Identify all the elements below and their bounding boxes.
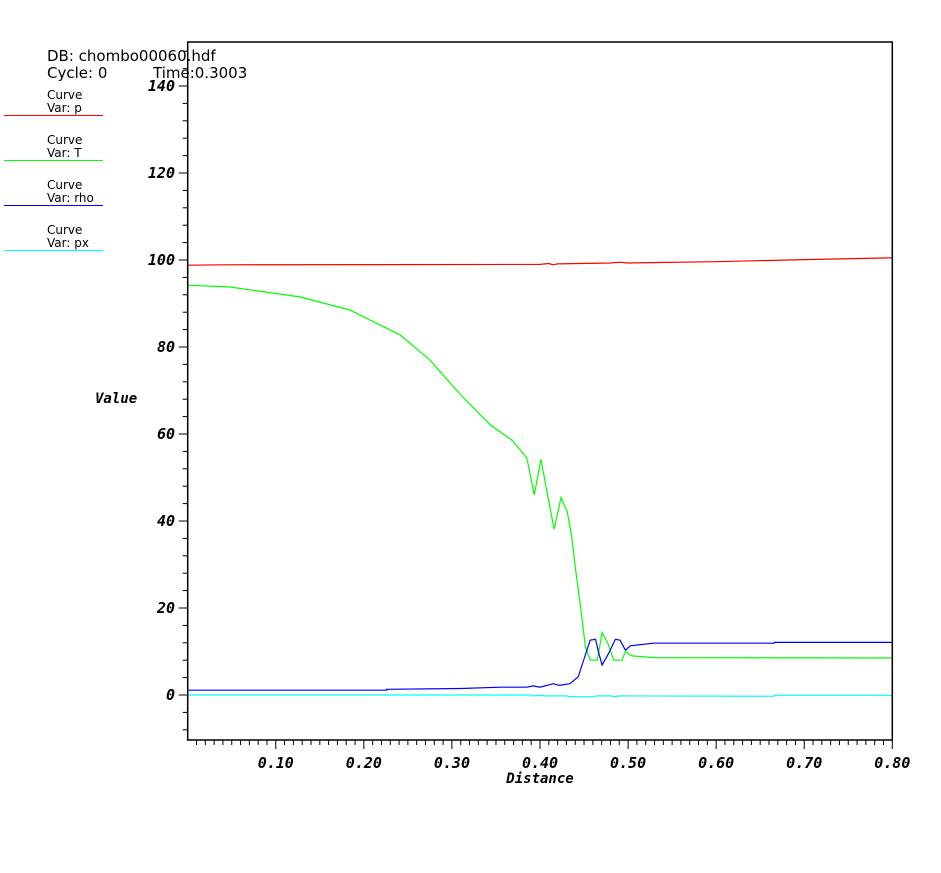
y-tick-label: 120 bbox=[148, 164, 175, 182]
legend-line bbox=[4, 160, 103, 161]
x-tick-label: 0.50 bbox=[610, 754, 646, 772]
y-tick-label: 80 bbox=[157, 338, 175, 356]
x-tick-label: 0.30 bbox=[434, 754, 470, 772]
series-line-rho bbox=[187, 638, 893, 691]
legend-var: Var: T bbox=[47, 146, 82, 160]
time-label: Time:0.3003 bbox=[153, 64, 248, 82]
cycle-label: Cycle: 0 bbox=[47, 64, 108, 82]
legend-title: Curve bbox=[47, 88, 83, 102]
legend-line bbox=[4, 250, 103, 251]
x-tick-label: 0.10 bbox=[258, 754, 294, 772]
series-line-px bbox=[187, 694, 893, 698]
series-line-p bbox=[187, 257, 893, 266]
plot-frame bbox=[186, 41, 894, 741]
db-label: DB: chombo00060.hdf bbox=[47, 47, 216, 65]
legend-title: Curve bbox=[47, 223, 83, 237]
x-tick-label: 0.60 bbox=[698, 754, 734, 772]
y-tick-label: 60 bbox=[157, 425, 175, 443]
legend-var: Var: px bbox=[47, 236, 89, 250]
legend-line bbox=[4, 115, 103, 116]
series-line-T bbox=[187, 284, 893, 661]
y-tick-label: 20 bbox=[156, 599, 175, 617]
x-tick-label: 0.40 bbox=[522, 754, 558, 772]
x-tick-label: 0.20 bbox=[346, 754, 382, 772]
y-tick-label: 140 bbox=[148, 77, 175, 95]
y-tick-label: 0 bbox=[166, 686, 175, 704]
x-tick-label: 0.80 bbox=[874, 754, 910, 772]
x-axis-label: Distance bbox=[505, 771, 573, 787]
legend-title: Curve bbox=[47, 178, 83, 192]
legend-var: Var: p bbox=[47, 101, 82, 115]
y-tick-label: 40 bbox=[157, 512, 175, 530]
legend-line bbox=[4, 205, 103, 206]
y-tick-label: 100 bbox=[148, 251, 175, 269]
x-tick-label: 0.70 bbox=[786, 754, 822, 772]
y-axis-label: Value bbox=[95, 391, 137, 407]
legend-var: Var: rho bbox=[47, 191, 94, 205]
legend-title: Curve bbox=[47, 133, 83, 147]
